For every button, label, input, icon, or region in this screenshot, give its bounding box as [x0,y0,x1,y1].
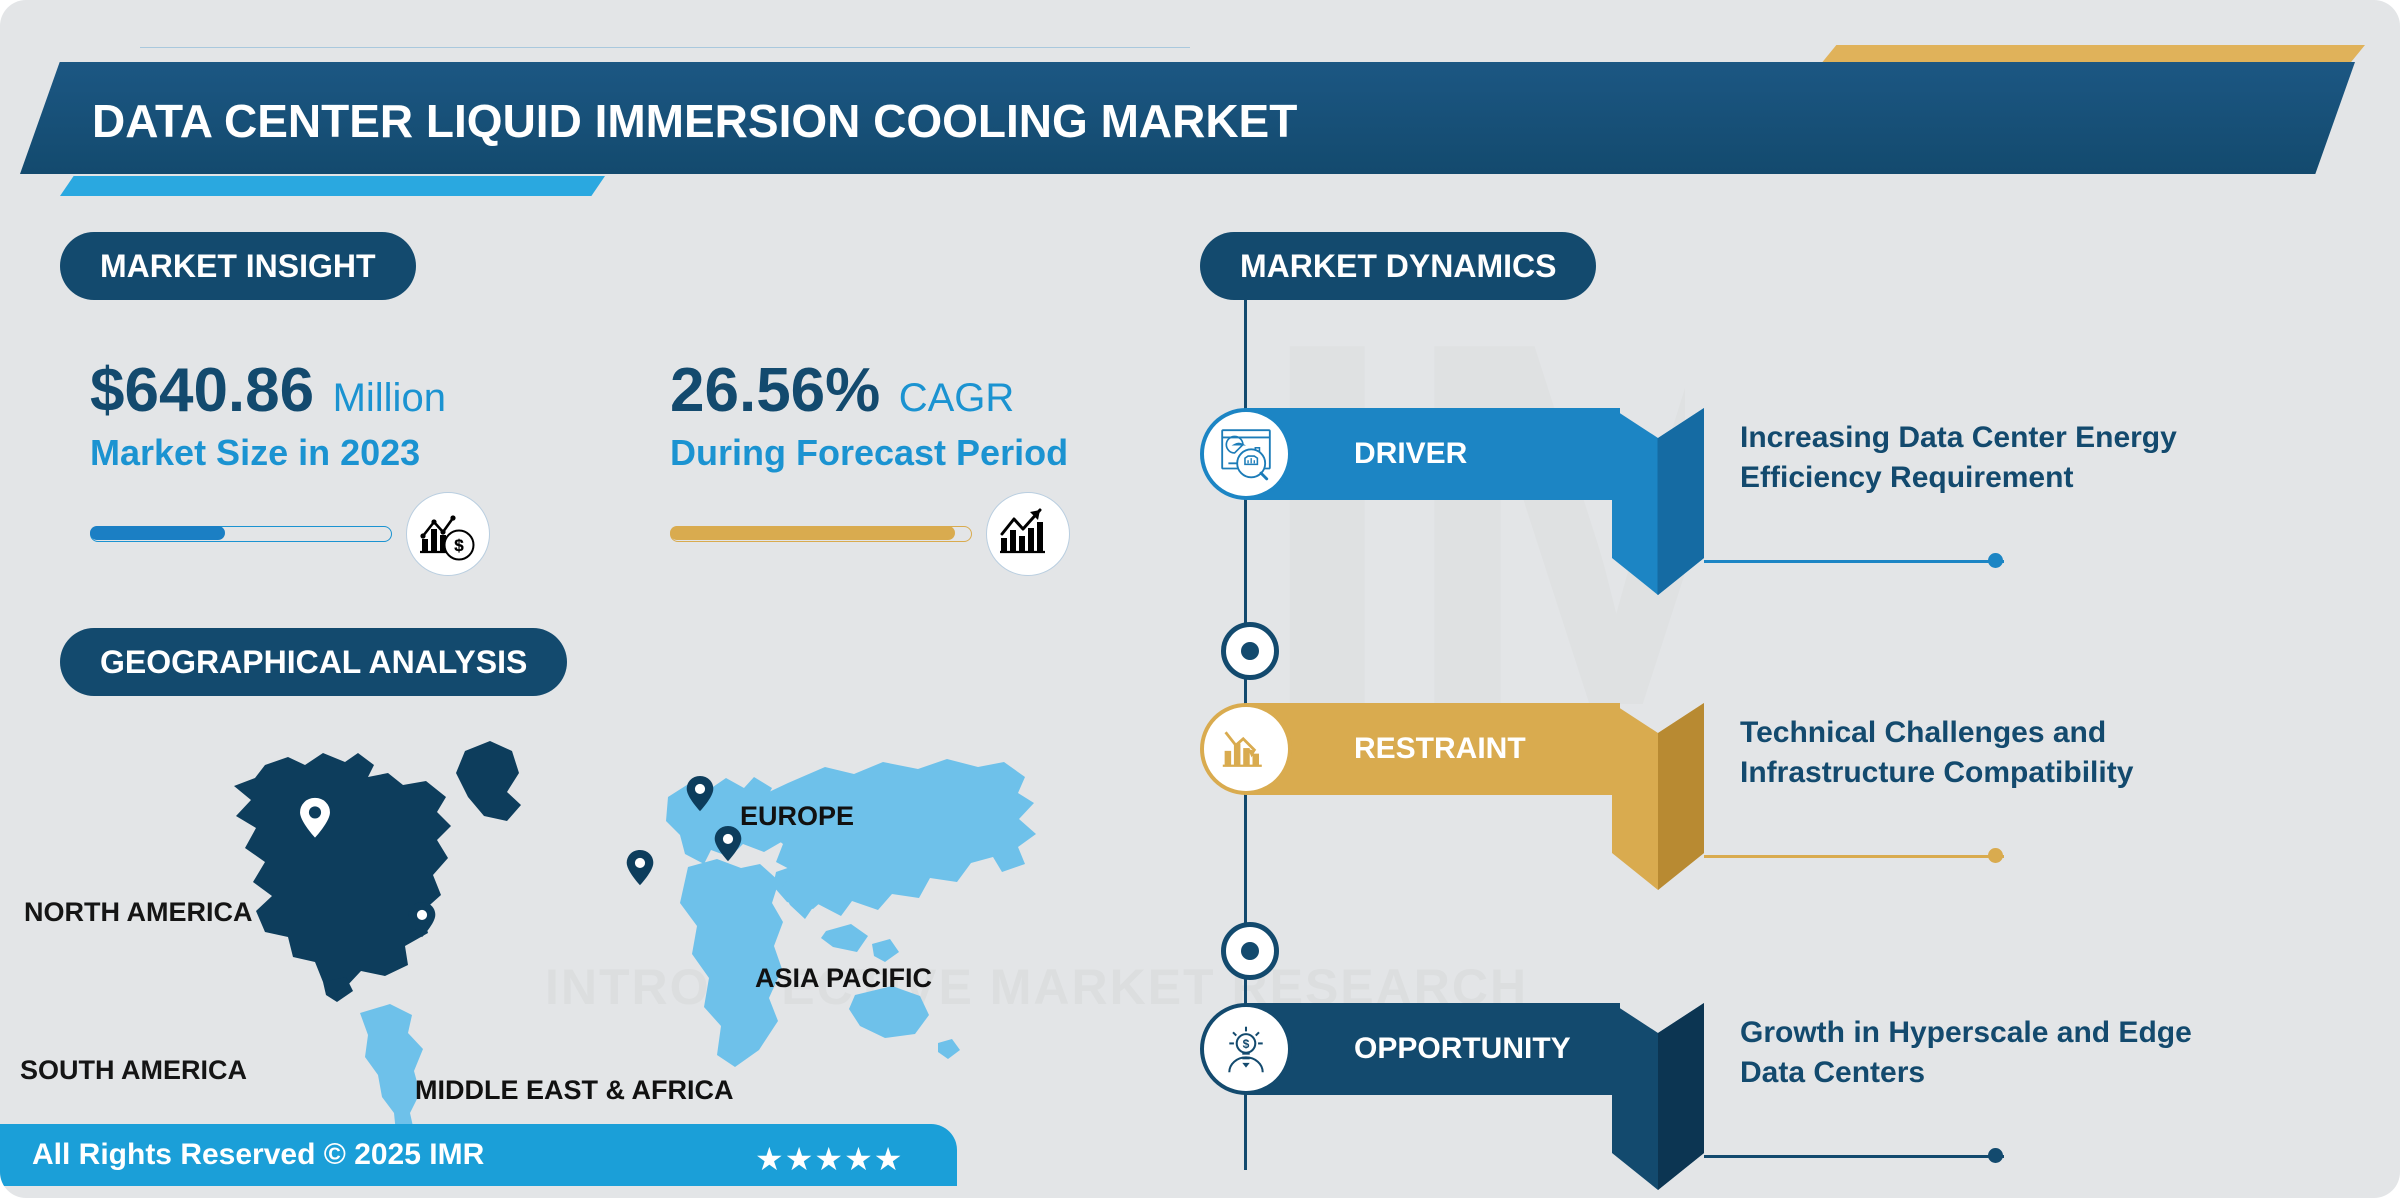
svg-text:$: $ [454,536,464,555]
svg-text:$: $ [1243,1037,1250,1051]
